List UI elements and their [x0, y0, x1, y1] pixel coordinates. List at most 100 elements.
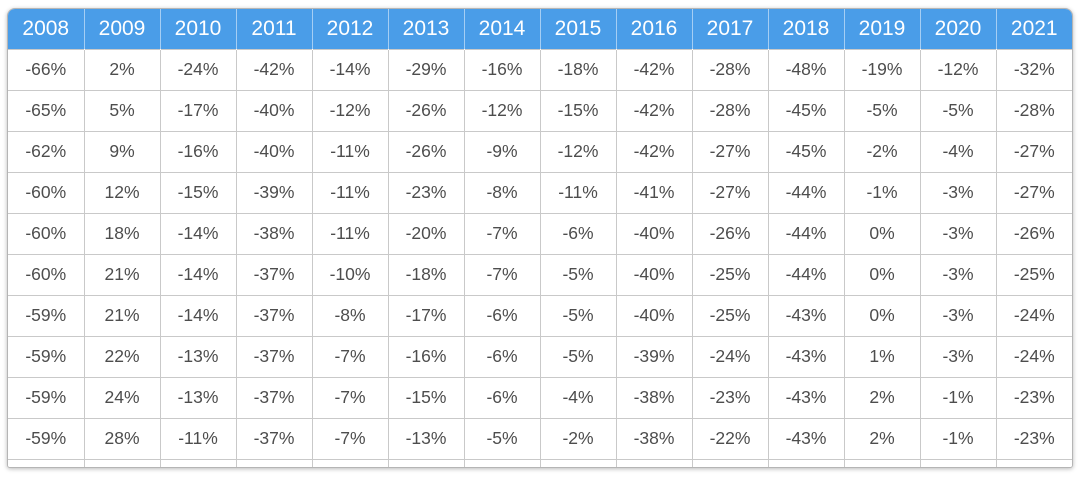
percent-cell: -37% [236, 417, 313, 459]
percent-cell: -17% [160, 89, 237, 131]
percent-cell: -17% [388, 294, 465, 336]
percent-cell: -16% [388, 335, 465, 377]
percent-cell: 0% [844, 212, 921, 254]
percent-cell: -4% [920, 130, 997, 172]
percent-cell: -12% [464, 89, 541, 131]
partial-cell [8, 458, 85, 467]
percent-cell: -11% [540, 171, 617, 213]
percent-cell: -66% [8, 48, 85, 90]
percent-cell: -5% [920, 89, 997, 131]
percent-cell: -42% [236, 48, 313, 90]
partial-cell [692, 458, 769, 467]
percent-cell: -25% [692, 294, 769, 336]
percent-cell: 28% [84, 417, 161, 459]
percent-cell: -6% [464, 335, 541, 377]
partial-cell [160, 458, 237, 467]
table-row: -59% 21% -14% -37% -8% -17% -6% -5% -40% -25% -43%… [8, 294, 1072, 336]
percent-cell: -25% [692, 253, 769, 295]
year-column-header: 2009 [84, 9, 161, 49]
percent-cell: 2% [844, 417, 921, 459]
percent-cell: -65% [8, 89, 85, 131]
yearly-percentage-table: 2008 2009 2010 2011 2012 2013 2014 2015 2016 2017… [8, 9, 1072, 467]
partial-cell [540, 458, 617, 467]
percent-cell: -38% [236, 212, 313, 254]
percent-cell: -7% [464, 212, 541, 254]
partial-cell [844, 458, 921, 467]
percent-cell: -23% [996, 417, 1072, 459]
percent-cell: -8% [312, 294, 389, 336]
year-column-header: 2018 [768, 9, 845, 49]
percent-cell: -29% [388, 48, 465, 90]
partial-cell [616, 458, 693, 467]
percent-cell: -12% [920, 48, 997, 90]
percent-cell: -37% [236, 376, 313, 418]
percent-cell: -16% [464, 48, 541, 90]
year-column-header: 2012 [312, 9, 389, 49]
percent-cell: -5% [540, 335, 617, 377]
percent-cell: -3% [920, 212, 997, 254]
percent-cell: -12% [540, 130, 617, 172]
percent-cell: -24% [996, 335, 1072, 377]
percent-cell: -27% [996, 171, 1072, 213]
percent-cell: -18% [388, 253, 465, 295]
year-column-header: 2019 [844, 9, 921, 49]
percent-cell: 21% [84, 253, 161, 295]
percent-cell: -11% [312, 212, 389, 254]
percent-cell: -40% [616, 253, 693, 295]
percent-cell: -38% [616, 417, 693, 459]
percent-cell: 12% [84, 171, 161, 213]
percent-cell: -3% [920, 294, 997, 336]
partial-cell [920, 458, 997, 467]
year-column-header: 2013 [388, 9, 465, 49]
percent-cell: -10% [312, 253, 389, 295]
percent-cell: -24% [692, 335, 769, 377]
table-body: -66% 2% -24% -42% -14% -29% -16% -18% -42% -28% -4… [8, 48, 1072, 467]
percent-cell: -60% [8, 171, 85, 213]
percent-cell: -44% [768, 171, 845, 213]
percent-cell: -23% [996, 376, 1072, 418]
percent-cell: -2% [540, 417, 617, 459]
percent-cell: -5% [540, 294, 617, 336]
percent-cell: -12% [312, 89, 389, 131]
percent-cell: -6% [464, 376, 541, 418]
percent-cell: -28% [996, 89, 1072, 131]
percent-cell: -59% [8, 335, 85, 377]
percent-cell: -42% [616, 130, 693, 172]
percent-cell: -39% [236, 171, 313, 213]
percent-cell: -59% [8, 376, 85, 418]
percent-cell: -43% [768, 417, 845, 459]
year-column-header: 2015 [540, 9, 617, 49]
percent-cell: -48% [768, 48, 845, 90]
percent-cell: -26% [388, 89, 465, 131]
year-column-header: 2020 [920, 9, 997, 49]
percent-cell: -43% [768, 376, 845, 418]
percent-cell: -38% [616, 376, 693, 418]
percent-cell: -41% [616, 171, 693, 213]
percent-cell: -14% [312, 48, 389, 90]
percent-cell: -2% [844, 130, 921, 172]
year-column-header: 2021 [996, 9, 1072, 49]
percent-cell: -60% [8, 253, 85, 295]
percent-cell: 24% [84, 376, 161, 418]
year-column-header: 2014 [464, 9, 541, 49]
percent-cell: -11% [312, 171, 389, 213]
percent-cell: -15% [540, 89, 617, 131]
percent-cell: -37% [236, 253, 313, 295]
percent-cell: -27% [692, 171, 769, 213]
percent-cell: -25% [996, 253, 1072, 295]
percent-cell: -39% [616, 335, 693, 377]
percent-cell: -1% [920, 376, 997, 418]
percent-cell: -42% [616, 48, 693, 90]
percent-cell: -7% [312, 376, 389, 418]
percent-cell: -62% [8, 130, 85, 172]
percent-cell: -28% [692, 89, 769, 131]
year-column-header: 2011 [236, 9, 313, 49]
percent-cell: -59% [8, 294, 85, 336]
percent-cell: -43% [768, 294, 845, 336]
percent-cell: -19% [844, 48, 921, 90]
percent-cell: -22% [692, 417, 769, 459]
percent-cell: 5% [84, 89, 161, 131]
table-row: -60% 12% -15% -39% -11% -23% -8% -11% -41% -27% -4… [8, 171, 1072, 213]
percent-cell: -5% [844, 89, 921, 131]
percent-cell: -11% [160, 417, 237, 459]
